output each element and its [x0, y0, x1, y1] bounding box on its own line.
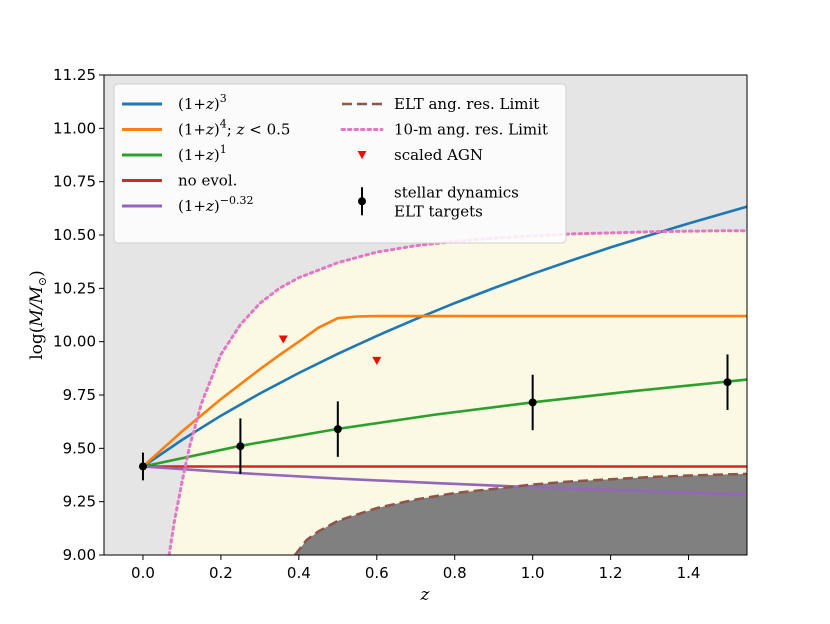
x-axis-label: z	[420, 585, 431, 605]
legend-label-3: no evol.	[178, 172, 237, 190]
legend-agn-marker	[357, 151, 367, 159]
x-tick-label-2: 0.4	[287, 564, 311, 582]
x-tick-label-3: 0.6	[365, 564, 389, 582]
agn-point-1	[372, 356, 382, 365]
legend-stellar-marker	[358, 197, 366, 206]
legend-label-1: (1+z)4; z < 0.5	[178, 118, 290, 139]
agn-point-0	[278, 335, 288, 344]
series-line-2	[142, 378, 747, 468]
stellar-point-0	[138, 462, 147, 471]
y-tick-label-1: 9.25	[63, 493, 96, 511]
y-tick-label-9: 11.25	[53, 66, 96, 84]
y-tick-label-6: 10.50	[53, 226, 96, 244]
y-tick-label-7: 10.75	[53, 173, 96, 191]
legend-box	[113, 83, 567, 244]
y-tick-label-2: 9.50	[63, 439, 96, 457]
x-tick-label-6: 1.2	[599, 564, 623, 582]
y-tick-label-3: 9.75	[63, 386, 96, 404]
allowed-region-fill	[169, 230, 747, 555]
legend-stellar-label: stellar dynamics	[394, 183, 519, 201]
y-tick-label-0: 9.00	[63, 546, 96, 564]
legend-label-2: (1+z)1	[178, 143, 227, 164]
legend-label-5: ELT ang. res. Limit	[394, 95, 539, 113]
legend-label-4: (1+z)−0.32	[178, 194, 253, 215]
x-tick-label-7: 1.4	[677, 564, 701, 582]
y-tick-label-4: 10.00	[53, 333, 96, 351]
legend-label-6: 10-m ang. res. Limit	[394, 121, 548, 139]
y-tick-label-8: 11.00	[53, 119, 96, 137]
series-line-4	[142, 465, 747, 496]
stellar-point-4	[723, 378, 732, 387]
stellar-point-1	[236, 442, 245, 451]
legend-stellar-label-2: ELT targets	[394, 202, 483, 220]
x-tick-label-1: 0.2	[209, 564, 233, 582]
y-axis-label: log(M/M⊙)	[27, 270, 49, 360]
stellar-point-3	[528, 398, 537, 407]
plot-frame	[103, 74, 748, 556]
x-tick-label-5: 1.0	[521, 564, 545, 582]
legend-label-0: (1+z)3	[178, 92, 227, 113]
series-line-5	[293, 472, 747, 555]
series-line-6	[167, 229, 747, 555]
series-line-1	[142, 314, 747, 468]
x-tick-label-0: 0.0	[131, 564, 155, 582]
elt-excluded-region	[294, 473, 747, 555]
y-tick-label-5: 10.25	[53, 279, 96, 297]
x-tick-label-4: 0.8	[443, 564, 467, 582]
legend-agn-label: scaled AGN	[394, 146, 483, 164]
stellar-point-2	[333, 425, 342, 434]
